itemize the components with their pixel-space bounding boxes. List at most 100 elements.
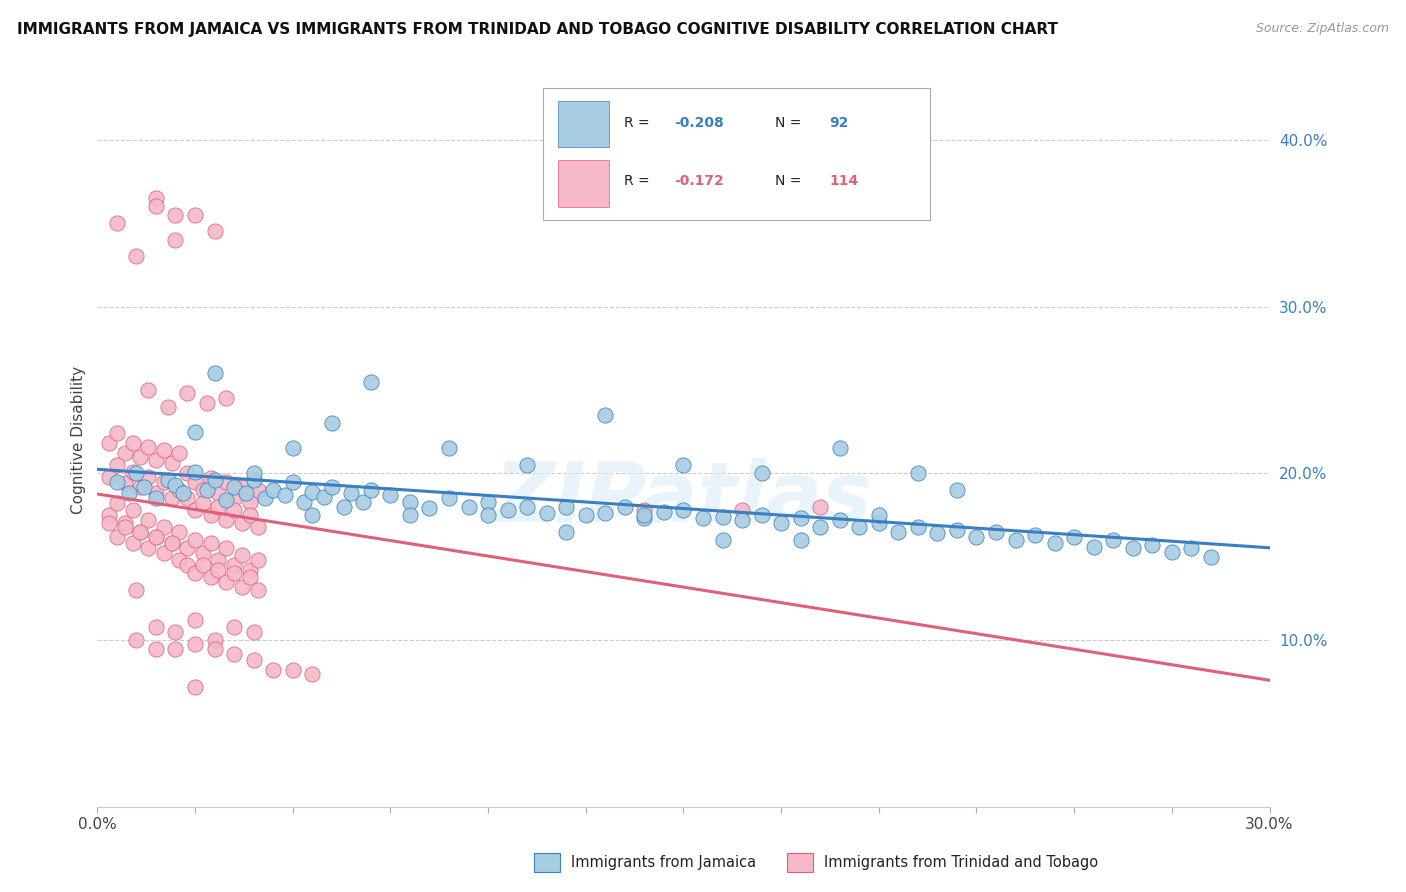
Point [184, 425, 207, 439]
Point [204, 641, 226, 656]
Point [125, 583, 148, 598]
Point [224, 647, 246, 661]
Point [152, 520, 174, 534]
Point [868, 508, 890, 522]
Point [652, 505, 675, 519]
Point [165, 478, 187, 492]
Point [184, 636, 207, 650]
Point [184, 208, 207, 222]
Point [134, 480, 156, 494]
Point [231, 548, 253, 562]
Point [145, 491, 167, 506]
Point [176, 491, 198, 506]
Point [321, 417, 343, 431]
Point [165, 624, 187, 639]
Point [254, 491, 277, 506]
Point [437, 442, 460, 456]
Point [184, 465, 207, 479]
Point [114, 516, 136, 531]
Point [207, 500, 229, 514]
Point [160, 491, 183, 506]
Point [105, 216, 128, 230]
Point [321, 480, 343, 494]
Point [1043, 536, 1066, 550]
Point [129, 480, 152, 494]
Point [145, 453, 167, 467]
Point [145, 191, 167, 205]
Point [927, 526, 949, 541]
Point [301, 484, 323, 499]
Point [399, 508, 422, 522]
Text: Immigrants from Trinidad and Tobago: Immigrants from Trinidad and Tobago [824, 855, 1098, 870]
Point [281, 475, 304, 489]
Point [136, 541, 159, 556]
Point [231, 580, 253, 594]
Point [633, 503, 655, 517]
Point [246, 583, 269, 598]
Point [477, 508, 499, 522]
Point [731, 503, 754, 517]
Point [129, 450, 152, 464]
Point [536, 507, 558, 521]
Point [184, 680, 207, 694]
Point [195, 483, 218, 497]
Point [418, 501, 440, 516]
Point [98, 436, 121, 450]
Point [136, 383, 159, 397]
Point [262, 483, 284, 497]
Point [156, 473, 179, 487]
Point [145, 199, 167, 213]
Point [246, 553, 269, 567]
Point [215, 493, 238, 508]
Text: Source: ZipAtlas.com: Source: ZipAtlas.com [1256, 22, 1389, 36]
Point [575, 508, 598, 522]
Point [770, 516, 793, 531]
Point [301, 666, 323, 681]
Point [184, 613, 207, 627]
Point [789, 533, 811, 547]
Point [145, 641, 167, 656]
Point [496, 503, 519, 517]
Point [191, 546, 214, 560]
Point [224, 491, 246, 506]
Point [129, 524, 152, 539]
Point [281, 663, 304, 677]
Point [242, 467, 264, 481]
Point [224, 558, 246, 573]
Point [98, 469, 121, 483]
Point [312, 490, 335, 504]
Text: Immigrants from Jamaica: Immigrants from Jamaica [571, 855, 756, 870]
Point [1102, 533, 1125, 547]
Point [204, 224, 226, 238]
Point [984, 524, 1007, 539]
Point [868, 516, 890, 531]
Point [215, 391, 238, 405]
Point [516, 500, 538, 514]
Point [224, 480, 246, 494]
Point [239, 494, 262, 508]
Point [301, 508, 323, 522]
Point [160, 536, 183, 550]
Point [613, 500, 636, 514]
Point [516, 458, 538, 472]
Point [121, 436, 143, 450]
Point [457, 500, 479, 514]
Point [169, 553, 191, 567]
Point [165, 641, 187, 656]
Point [105, 475, 128, 489]
Point [125, 250, 148, 264]
Point [105, 458, 128, 472]
Point [1122, 541, 1144, 556]
Point [946, 483, 969, 497]
Point [595, 507, 617, 521]
Point [165, 233, 187, 247]
Point [231, 480, 253, 494]
Text: ZIPatlas: ZIPatlas [495, 458, 872, 539]
Point [176, 467, 198, 481]
Point [200, 570, 222, 584]
Point [242, 653, 264, 667]
Point [184, 533, 207, 547]
Point [1024, 528, 1046, 542]
Point [946, 523, 969, 537]
Point [160, 456, 183, 470]
